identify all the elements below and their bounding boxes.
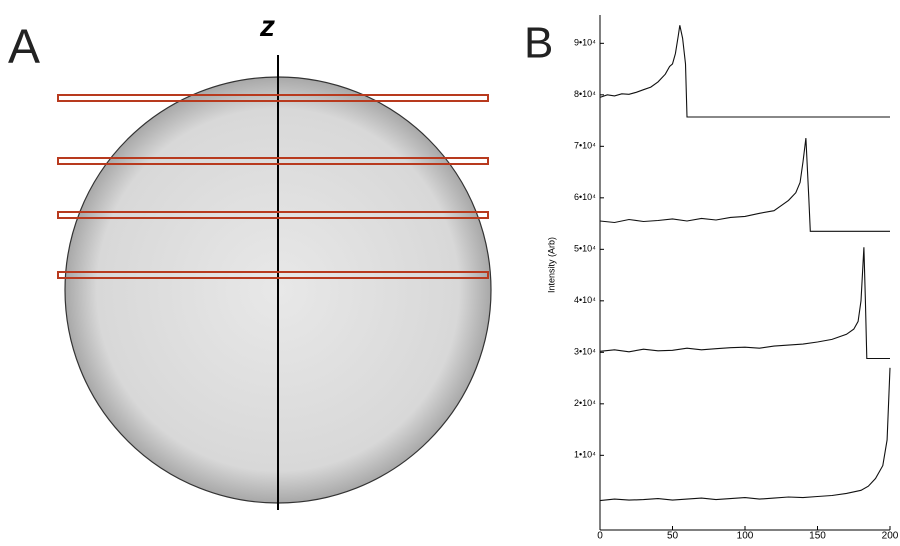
y-tick-label: 7•10⁴ <box>574 141 596 151</box>
x-tick-label: 0 <box>597 531 603 541</box>
series-line <box>600 25 890 117</box>
y-tick-label: 4•10⁴ <box>574 295 596 305</box>
series-line <box>600 138 890 231</box>
y-tick-label: 2•10⁴ <box>574 398 596 408</box>
figure: A z B 1•10⁴ 2•10⁴ 3•10⁴ 4•10⁴ 5•10⁴ 6•10⁴ 7•10… <box>0 0 900 541</box>
x-tick-label: 150 <box>809 531 826 541</box>
x-tick-label: 100 <box>737 531 754 541</box>
x-tick-label: 200 <box>882 531 899 541</box>
y-tick-label: 3•10⁴ <box>574 347 596 357</box>
panel-label: B <box>524 19 553 68</box>
y-tick-label: 9•10⁴ <box>574 38 596 48</box>
panel-label: A <box>8 21 40 74</box>
x-tick-label: 50 <box>667 531 679 541</box>
y-axis-label: Intensity (Arb) <box>546 237 556 293</box>
y-tick-label: 5•10⁴ <box>574 244 596 254</box>
y-tick-label: 8•10⁴ <box>574 89 596 99</box>
y-tick-label: 1•10⁴ <box>574 450 596 460</box>
series-line <box>600 247 890 358</box>
series-line <box>600 368 890 501</box>
y-tick-label: 6•10⁴ <box>574 192 596 202</box>
plot: 1•10⁴ 2•10⁴ 3•10⁴ 4•10⁴ 5•10⁴ 6•10⁴ 7•10⁴ 8•10⁴… <box>546 15 898 541</box>
axis-label: z <box>259 10 275 43</box>
